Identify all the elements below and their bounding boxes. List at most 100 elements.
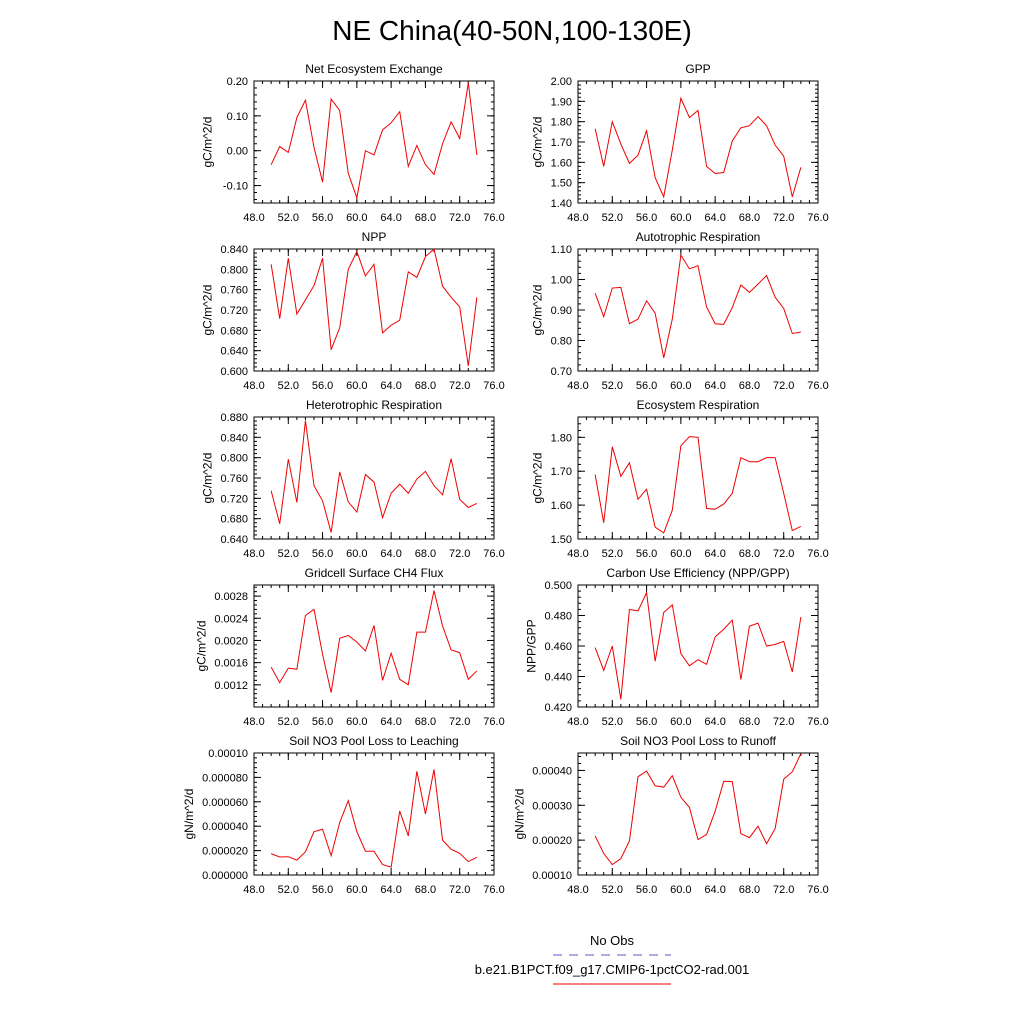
x-tick-label: 76.0 (483, 212, 504, 224)
y-tick-label: 0.680 (220, 514, 248, 526)
panel-title: Carbon Use Efficiency (NPP/GPP) (606, 566, 789, 580)
x-tick-label: 76.0 (807, 716, 828, 728)
x-tick-label: 72.0 (449, 716, 470, 728)
panel-title: NPP (362, 230, 387, 244)
y-tick-label: 0.500 (544, 580, 572, 592)
y-axis-label: gC/m^2/d (531, 453, 545, 504)
y-tick-label: 0.0028 (214, 591, 248, 603)
y-tick-label: 1.80 (551, 432, 572, 444)
x-tick-label: 56.0 (636, 716, 657, 728)
x-tick-label: 76.0 (807, 380, 828, 392)
y-axis-label: gN/m^2/d (182, 789, 196, 840)
y-tick-label: 0.680 (220, 325, 248, 337)
y-tick-label: 1.40 (551, 198, 572, 210)
y-tick-label: 0.0012 (214, 680, 248, 692)
x-tick-label: 60.0 (670, 716, 691, 728)
plot-frame (253, 416, 495, 540)
x-tick-label: 48.0 (243, 716, 264, 728)
y-axis-label: gC/m^2/d (201, 117, 215, 168)
x-tick-label: 52.0 (278, 212, 299, 224)
panel-title: GPP (685, 62, 710, 76)
x-tick-label: 52.0 (602, 716, 623, 728)
y-tick-label: 0.00030 (532, 800, 572, 812)
x-tick-label: 68.0 (739, 884, 760, 896)
x-tick-label: 64.0 (380, 884, 401, 896)
x-tick-label: 76.0 (483, 884, 504, 896)
x-tick-label: 60.0 (670, 212, 691, 224)
x-tick-label: 60.0 (670, 548, 691, 560)
y-tick-label: 1.70 (551, 466, 572, 478)
panel-ecosystem-respiration: Ecosystem Respiration 48.0 52.0 56.0 60.0 64.… (531, 398, 829, 560)
series-line (594, 253, 801, 358)
panel-soil-no3-pool-loss-to-leaching: Soil NO3 Pool Loss to Leaching 48.0 52.0 56… (182, 734, 505, 896)
y-tick-label: 0.70 (551, 366, 572, 378)
y-tick-label: -0.10 (223, 181, 248, 193)
x-tick-label: 68.0 (415, 380, 436, 392)
plot-frame (577, 80, 819, 204)
y-tick-label: 1.60 (551, 157, 572, 169)
y-tick-label: 0.640 (220, 534, 248, 546)
x-tick-label: 52.0 (278, 716, 299, 728)
x-tick-label: 56.0 (312, 380, 333, 392)
x-tick-label: 52.0 (602, 548, 623, 560)
legend: No Obs b.e21.B1PCT.f09_g17.CMIP6-1pctCO2… (475, 933, 749, 985)
y-tick-label: 0.640 (220, 346, 248, 358)
series-line (594, 436, 802, 534)
series-line (270, 248, 478, 366)
page-title: NE China(40-50N,100-130E) (332, 15, 692, 46)
series-line (270, 82, 478, 200)
plot-frame (577, 752, 819, 876)
panel-carbon-use-efficiency-npp-gpp: Carbon Use Efficiency (NPP/GPP) 48.0 52.0 5… (525, 566, 829, 728)
x-tick-label: 60.0 (670, 884, 691, 896)
series-line (594, 96, 802, 199)
x-tick-label: 72.0 (773, 212, 794, 224)
y-tick-label: 0.840 (220, 244, 248, 256)
x-tick-label: 56.0 (636, 380, 657, 392)
series-line (594, 590, 802, 700)
x-tick-label: 48.0 (567, 884, 588, 896)
x-tick-label: 56.0 (312, 212, 333, 224)
y-tick-label: 0.0024 (214, 613, 248, 625)
y-tick-label: 0.460 (544, 641, 572, 653)
x-tick-label: 64.0 (380, 716, 401, 728)
y-tick-label: 0.10 (227, 111, 248, 123)
y-tick-label: 0.760 (220, 285, 248, 297)
y-tick-label: 0.720 (220, 493, 248, 505)
x-tick-label: 64.0 (704, 380, 725, 392)
plot-frame (577, 416, 819, 540)
y-tick-label: 1.10 (551, 244, 572, 256)
plot-frame (253, 752, 495, 876)
y-tick-label: 0.00 (227, 146, 248, 158)
y-tick-label: 1.50 (551, 534, 572, 546)
x-tick-label: 72.0 (449, 548, 470, 560)
y-tick-label: 1.80 (551, 117, 572, 129)
series-line (270, 769, 478, 868)
y-tick-label: 1.70 (551, 137, 572, 149)
panel-title: Heterotrophic Respiration (306, 398, 442, 412)
y-tick-label: 1.00 (551, 275, 572, 287)
y-tick-label: 0.80 (551, 336, 572, 348)
x-tick-label: 60.0 (670, 380, 691, 392)
x-tick-label: 52.0 (278, 380, 299, 392)
x-tick-label: 48.0 (243, 212, 264, 224)
x-tick-label: 68.0 (415, 884, 436, 896)
panel-autotrophic-respiration: Autotrophic Respiration 48.0 52.0 56.0 60.0 6… (531, 230, 829, 392)
y-tick-label: 2.00 (551, 76, 572, 88)
panel-title: Soil NO3 Pool Loss to Runoff (620, 734, 777, 748)
x-tick-label: 76.0 (483, 548, 504, 560)
x-tick-label: 52.0 (602, 212, 623, 224)
panel-gpp: GPP 48.0 52.0 56.0 60.0 64.0 68.0 72.0 76.0 1.40 1… (531, 62, 829, 224)
x-tick-label: 56.0 (636, 884, 657, 896)
x-tick-label: 68.0 (415, 716, 436, 728)
x-tick-label: 48.0 (243, 380, 264, 392)
x-tick-label: 48.0 (567, 548, 588, 560)
x-tick-label: 72.0 (449, 212, 470, 224)
y-tick-label: 0.000020 (202, 846, 248, 858)
y-tick-label: 0.000000 (202, 870, 248, 882)
plot-frame (253, 80, 495, 204)
x-tick-label: 60.0 (346, 716, 367, 728)
panel-soil-no3-pool-loss-to-runoff: Soil NO3 Pool Loss to Runoff 48.0 52.0 56.0… (512, 734, 828, 896)
x-tick-label: 56.0 (312, 548, 333, 560)
x-tick-label: 56.0 (312, 884, 333, 896)
